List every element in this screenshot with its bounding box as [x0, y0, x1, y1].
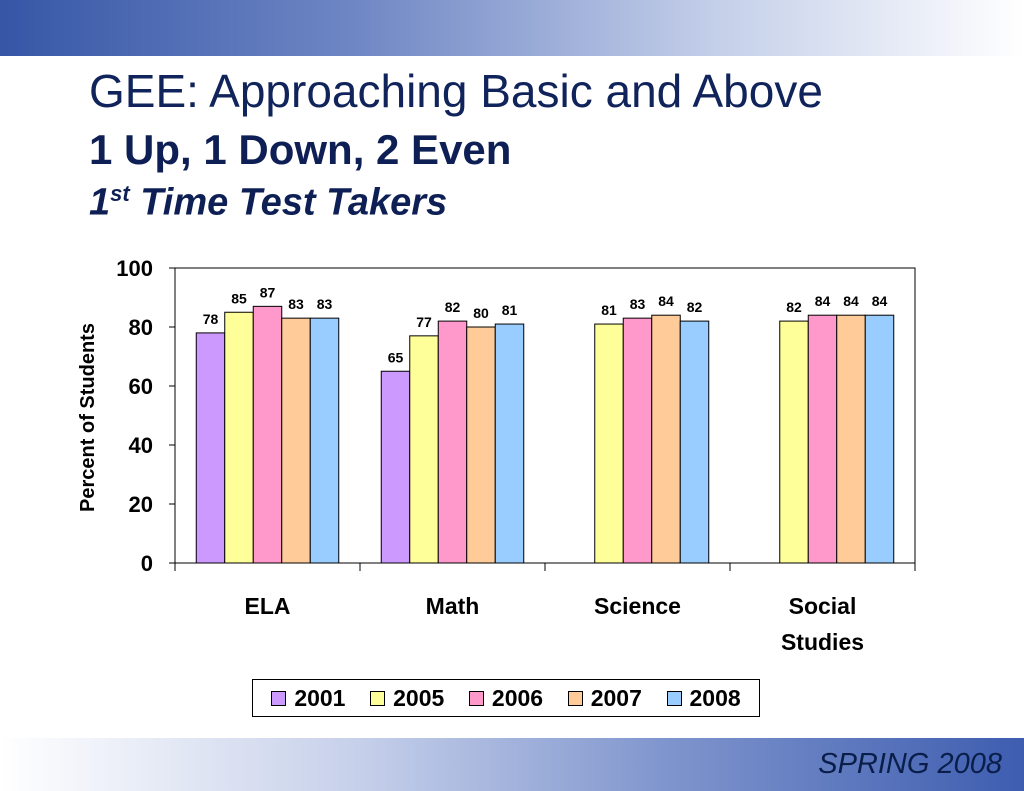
x-category-label: Math — [426, 593, 480, 619]
y-tick-label: 40 — [129, 433, 153, 458]
bar-2007 — [836, 314, 866, 564]
bar-2006 — [252, 305, 283, 564]
data-label: 77 — [416, 314, 432, 330]
bar-2008 — [864, 314, 895, 564]
data-label: 83 — [288, 296, 304, 312]
data-label: 83 — [630, 296, 646, 312]
data-label: 82 — [445, 299, 461, 315]
slide-subtitle: 1 Up, 1 Down, 2 Even — [89, 126, 512, 173]
bar-2001 — [195, 332, 226, 564]
header-gradient-band — [0, 0, 1024, 56]
legend-label: 2008 — [689, 684, 741, 711]
bar-2007 — [281, 317, 311, 564]
y-axis-title: Percent of Students — [77, 323, 99, 512]
data-label: 84 — [843, 293, 859, 309]
data-label: 84 — [815, 293, 831, 309]
bar-2006 — [807, 314, 838, 564]
data-label: 83 — [317, 296, 333, 312]
chart-legend: 2001 2005 2006 2007 2008 — [252, 679, 760, 717]
footer-label: SPRING 2008 — [818, 748, 1002, 780]
x-category-label: Science — [594, 593, 681, 619]
bar-2005 — [779, 320, 809, 564]
y-tick-label: 0 — [141, 551, 153, 576]
data-label: 81 — [601, 302, 617, 318]
subtitle2-rest: Time Test Takers — [129, 181, 448, 224]
y-tick-label: 80 — [129, 315, 153, 340]
legend-item-2001: 2001 — [271, 685, 345, 712]
y-tick-label: 20 — [129, 492, 153, 517]
legend-swatch — [468, 690, 484, 706]
footer-gradient-band — [0, 738, 1024, 791]
data-label: 82 — [687, 299, 703, 315]
data-label: 87 — [260, 284, 276, 300]
data-label: 78 — [203, 311, 219, 327]
bar-2008 — [309, 317, 340, 564]
slide-subtitle-2: 1st Time Test Takers — [89, 181, 447, 225]
bar-2007 — [466, 326, 496, 564]
subtitle2-number: 1 — [89, 181, 111, 224]
legend-swatch — [666, 690, 682, 706]
legend-label: 2005 — [393, 684, 445, 711]
data-label: 85 — [231, 290, 247, 306]
data-label: 82 — [786, 299, 802, 315]
data-label: 84 — [872, 293, 888, 309]
legend-item-2005: 2005 — [370, 685, 444, 712]
subtitle2-ordinal: st — [110, 181, 130, 206]
legend-item-2006: 2006 — [468, 684, 544, 712]
bar-2008 — [679, 320, 710, 564]
legend-swatch — [567, 690, 583, 706]
x-category-label: ELA — [245, 593, 291, 619]
legend-item-2007: 2007 — [567, 684, 642, 712]
data-label: 80 — [473, 305, 489, 321]
bar-2005 — [409, 335, 439, 564]
bar-2005 — [594, 323, 624, 564]
data-label: 84 — [658, 293, 674, 309]
x-category-label: Social — [789, 593, 857, 619]
bar-2001 — [380, 370, 411, 564]
legend-item-2008: 2008 — [666, 684, 741, 712]
bar-2007 — [651, 314, 681, 564]
bar-2008 — [494, 323, 525, 564]
legend-label: 2006 — [491, 684, 544, 711]
x-category-label: Studies — [781, 629, 864, 655]
legend-swatch — [370, 690, 386, 706]
bar-2006 — [622, 317, 653, 564]
y-tick-label: 60 — [129, 374, 153, 399]
data-label: 65 — [388, 349, 404, 365]
legend-label: 2007 — [590, 684, 642, 711]
bar-2006 — [437, 320, 468, 564]
y-tick-label: 100 — [116, 256, 153, 281]
data-label: 81 — [502, 302, 518, 318]
bar-2005 — [224, 311, 254, 564]
legend-swatch — [271, 690, 287, 706]
legend-label: 2001 — [294, 684, 346, 711]
slide-title: GEE: Approaching Basic and Above — [89, 65, 823, 117]
